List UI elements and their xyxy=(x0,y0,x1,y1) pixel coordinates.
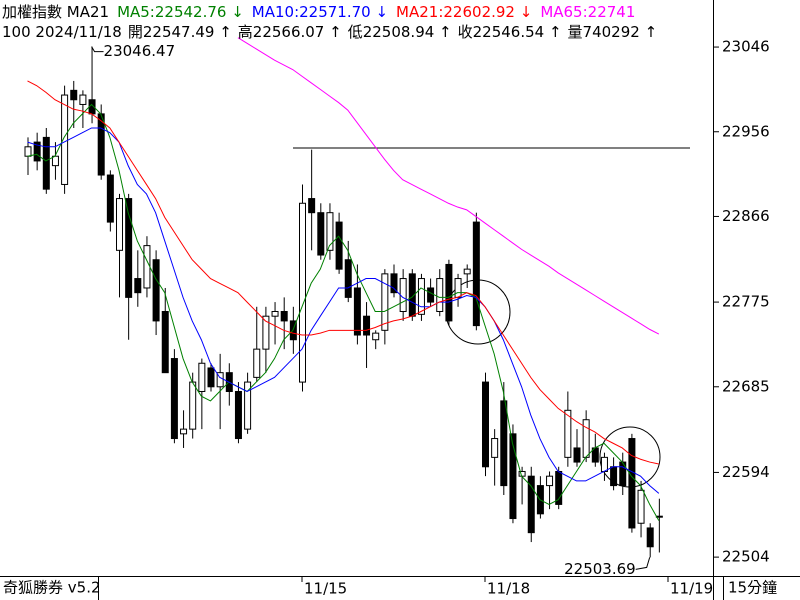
candle-body xyxy=(372,332,380,341)
candle-body xyxy=(390,273,398,294)
y-tick-label: 22504 xyxy=(722,548,770,566)
candle-body xyxy=(546,475,554,487)
candle-body xyxy=(582,419,590,458)
candle-body xyxy=(564,409,572,458)
y-tick-label: 23046 xyxy=(722,38,770,56)
candle-body xyxy=(152,259,160,322)
candle-body xyxy=(500,400,508,487)
y-tick-label: 22866 xyxy=(722,207,770,225)
candle-body xyxy=(427,287,435,303)
candle-body xyxy=(207,367,215,388)
candle-body xyxy=(79,94,87,105)
low-annotation: 22503.69 xyxy=(564,560,636,578)
candle-body xyxy=(363,315,371,336)
app-name: 奇狐勝券 v5.2 xyxy=(3,579,101,597)
candle-body xyxy=(344,259,352,298)
quote-item: 開22547.49 ↑ xyxy=(128,23,232,41)
candle-body xyxy=(180,428,188,435)
ma-line xyxy=(237,37,660,335)
candle-body xyxy=(628,438,636,529)
y-tick-label: 22775 xyxy=(722,293,770,311)
candle-body xyxy=(234,390,242,440)
candle-body xyxy=(491,438,499,458)
candle-body xyxy=(280,310,288,322)
candle-body xyxy=(134,278,142,294)
candle-body xyxy=(106,174,114,223)
candle-body xyxy=(24,146,32,157)
annotation-leader xyxy=(91,46,104,53)
candle-body xyxy=(335,221,343,270)
x-tick-label: 11/15 xyxy=(304,580,347,598)
quote-item: 高22566.07 ↑ xyxy=(238,23,342,41)
candle-body xyxy=(161,310,169,374)
y-tick-label: 22956 xyxy=(722,122,770,140)
candle-body xyxy=(527,475,535,534)
candle-body xyxy=(308,198,316,214)
y-tick-label: 22594 xyxy=(722,463,770,481)
candle-body xyxy=(244,381,252,430)
candle-body xyxy=(436,278,444,312)
candle-body xyxy=(646,527,654,548)
candle-body xyxy=(33,141,41,162)
candle-body xyxy=(253,348,261,378)
candle-body xyxy=(170,358,178,440)
candle-body xyxy=(445,263,453,322)
ma-line xyxy=(27,127,660,494)
candle-body xyxy=(600,456,608,472)
candle-body xyxy=(42,136,50,190)
ma-line xyxy=(27,80,659,465)
candle-body xyxy=(299,202,306,383)
ma-label: MA21:22602.92 ↓ xyxy=(396,3,532,21)
candle-body xyxy=(573,447,581,463)
candle-body xyxy=(482,381,489,468)
quote-item: 量740292 ↑ xyxy=(568,23,658,41)
candle-body xyxy=(454,278,462,298)
candle-body xyxy=(317,212,325,256)
candle-body xyxy=(381,273,389,331)
annotation-leader xyxy=(635,557,651,570)
candle-body xyxy=(262,315,270,350)
candle-body xyxy=(353,287,361,336)
candle-body xyxy=(198,362,206,392)
candle-body xyxy=(143,245,151,289)
y-tick-label: 22685 xyxy=(722,377,770,395)
candle-body xyxy=(51,155,59,167)
candle-body xyxy=(116,198,123,251)
candle-body xyxy=(125,198,133,298)
ma-line xyxy=(27,103,660,521)
candle-body xyxy=(326,212,334,251)
high-annotation: 23046.47 xyxy=(104,42,176,60)
candle-body xyxy=(271,310,279,317)
quote-line: 100 2024/11/18 開22547.49 ↑ 高22566.07 ↑ 低225… xyxy=(2,23,657,41)
header-line: 加權指數 MA21 MA5:22542.76 ↓ MA10:22571.70 ↓ MA… xyxy=(2,3,635,21)
x-tick-label: 11/19 xyxy=(670,580,713,598)
quote-item: 收22546.54 ↑ xyxy=(458,23,562,41)
y-axis: 22504 22594 22685 22775 22866 22956 23046 xyxy=(713,38,770,566)
candle-body xyxy=(610,466,618,487)
period: 15分鐘 xyxy=(728,579,777,597)
quote-item: 100 2024/11/18 xyxy=(2,23,122,41)
quote-item: 低22508.94 ↑ xyxy=(348,23,452,41)
header-title: 加權指數 MA21 xyxy=(2,3,109,21)
candle-body xyxy=(463,268,471,275)
plot-area xyxy=(24,37,690,558)
ma-label: MA65:22741 xyxy=(540,3,635,21)
candle-body xyxy=(70,89,78,101)
candle-body xyxy=(417,278,425,315)
candle-body xyxy=(509,433,517,520)
x-tick-label: 11/18 xyxy=(487,580,530,598)
ma-label: MA5:22542.76 ↓ xyxy=(117,3,244,21)
candle-body xyxy=(189,381,197,430)
candle-body xyxy=(472,221,480,327)
ma-label: MA10:22571.70 ↓ xyxy=(252,3,388,21)
candle-body xyxy=(637,489,645,524)
